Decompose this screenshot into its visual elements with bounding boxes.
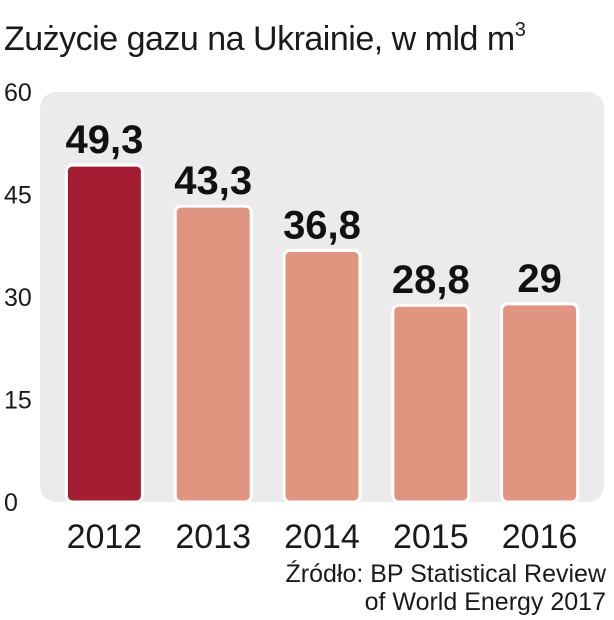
x-tick-label: 2015 bbox=[393, 518, 469, 556]
value-label: 36,8 bbox=[283, 204, 361, 248]
bar-2013 bbox=[173, 204, 253, 504]
bar-2016 bbox=[500, 302, 580, 504]
x-tick-label: 2014 bbox=[284, 518, 360, 556]
value-label: 43,3 bbox=[174, 159, 252, 203]
y-tick-label: 60 bbox=[4, 79, 32, 107]
y-tick-label: 0 bbox=[4, 489, 18, 517]
y-tick-label: 15 bbox=[4, 387, 32, 415]
bar-2014 bbox=[282, 249, 362, 504]
bar-2012 bbox=[64, 163, 144, 504]
value-label: 28,8 bbox=[392, 258, 470, 302]
source-line-2: of World Energy 2017 bbox=[364, 588, 606, 616]
x-tick-label: 2013 bbox=[175, 518, 251, 556]
source-note: Źródło: BP Statistical Review of World E… bbox=[286, 560, 607, 616]
bar-2015 bbox=[391, 303, 471, 504]
y-tick-label: 45 bbox=[4, 182, 32, 210]
x-tick-label: 2012 bbox=[67, 518, 143, 556]
source-line-1: Źródło: BP Statistical Review bbox=[285, 560, 607, 588]
value-label: 49,3 bbox=[65, 118, 143, 162]
y-tick-label: 30 bbox=[4, 284, 32, 312]
chart-title: Zużycie gazu na Ukrainie, w mld m3 bbox=[4, 19, 526, 58]
value-label: 29 bbox=[517, 257, 562, 301]
x-tick-label: 2016 bbox=[502, 518, 578, 556]
